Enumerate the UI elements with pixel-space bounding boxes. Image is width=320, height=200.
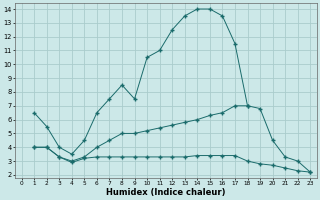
X-axis label: Humidex (Indice chaleur): Humidex (Indice chaleur): [106, 188, 226, 197]
